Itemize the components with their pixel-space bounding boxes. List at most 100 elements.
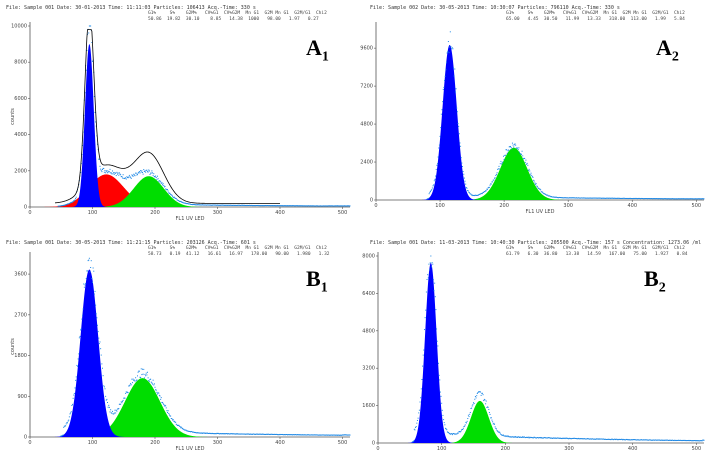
data-point: [98, 158, 100, 160]
data-point: [247, 204, 249, 206]
data-point: [481, 392, 483, 394]
panel-stats-values: 61.79 6.30 36.80 13.38 14.59 167.00 75.0…: [506, 252, 688, 257]
data-point: [562, 437, 564, 439]
data-point: [103, 171, 105, 173]
data-point: [347, 434, 348, 436]
data-point: [140, 377, 142, 379]
data-point: [438, 147, 440, 149]
data-point: [198, 432, 200, 434]
data-point: [638, 439, 640, 441]
data-point: [138, 171, 140, 173]
data-point: [127, 392, 129, 394]
data-point: [215, 433, 217, 435]
data-point: [147, 371, 148, 373]
y-tick-label: 2000: [14, 168, 27, 174]
data-point: [624, 198, 626, 200]
data-point: [263, 433, 265, 435]
data-point: [97, 143, 98, 145]
data-point: [130, 384, 132, 386]
data-point: [702, 439, 704, 441]
data-point: [257, 205, 258, 207]
data-point: [476, 194, 478, 196]
data-point: [565, 437, 567, 439]
data-point: [272, 433, 274, 435]
data-point: [88, 257, 90, 259]
histogram-dots: [411, 255, 705, 443]
data-point: [192, 431, 194, 433]
data-point: [583, 438, 585, 440]
data-point: [287, 205, 289, 207]
data-point: [624, 439, 626, 441]
data-point: [110, 172, 112, 174]
data-point: [602, 197, 604, 199]
data-point: [308, 205, 310, 207]
data-point: [335, 205, 337, 207]
data-point: [634, 197, 636, 199]
data-point: [315, 205, 317, 207]
data-point: [243, 433, 245, 435]
data-point: [435, 175, 437, 177]
data-point: [649, 439, 651, 441]
data-point: [437, 362, 439, 364]
data-point: [221, 433, 223, 435]
data-point: [411, 441, 413, 443]
data-point: [462, 427, 464, 429]
data-point: [228, 433, 230, 435]
data-point: [457, 122, 459, 124]
data-point: [212, 204, 213, 206]
data-point: [345, 434, 347, 436]
data-point: [126, 391, 128, 393]
data-point: [430, 189, 432, 191]
data-point: [175, 423, 177, 425]
data-point: [174, 197, 176, 199]
data-point: [441, 402, 443, 404]
data-point: [148, 169, 150, 171]
data-point: [429, 191, 431, 193]
data-point: [230, 204, 232, 206]
data-point: [267, 205, 268, 207]
data-point: [609, 439, 611, 441]
x-tick-label: 300: [213, 210, 223, 216]
data-point: [310, 434, 312, 436]
data-point: [485, 190, 487, 192]
data-point: [507, 150, 509, 152]
data-point: [240, 433, 242, 435]
data-point: [674, 198, 676, 200]
data-point: [212, 432, 213, 434]
data-point: [574, 437, 576, 439]
data-point: [342, 205, 343, 207]
data-point: [691, 440, 693, 442]
panel-stats-values: 58.73 0.19 41.12 16.61 16.97 178.00 90.0…: [148, 252, 330, 257]
data-point: [542, 192, 544, 194]
data-point: [611, 438, 613, 440]
data-point: [558, 197, 560, 199]
data-point: [163, 404, 165, 406]
data-point: [100, 169, 102, 171]
data-point: [540, 191, 542, 193]
data-point: [440, 395, 442, 397]
data-point: [215, 204, 217, 206]
data-point: [599, 438, 601, 440]
data-point: [570, 438, 572, 440]
data-point: [255, 433, 257, 435]
data-point: [481, 193, 483, 195]
data-point: [327, 434, 329, 436]
data-point: [652, 198, 654, 200]
data-point: [508, 436, 510, 438]
data-point: [663, 198, 665, 200]
data-point: [152, 379, 154, 381]
data-point: [535, 437, 537, 439]
data-point: [496, 430, 498, 432]
data-point: [425, 291, 427, 293]
data-point: [97, 331, 99, 333]
data-point: [662, 198, 664, 200]
data-point: [64, 204, 66, 206]
data-point: [248, 204, 250, 206]
data-point: [639, 198, 641, 200]
data-point: [608, 197, 610, 199]
data-point: [206, 204, 208, 206]
data-point: [684, 198, 686, 200]
data-point: [205, 204, 207, 206]
data-point: [660, 198, 662, 200]
data-point: [135, 172, 137, 174]
